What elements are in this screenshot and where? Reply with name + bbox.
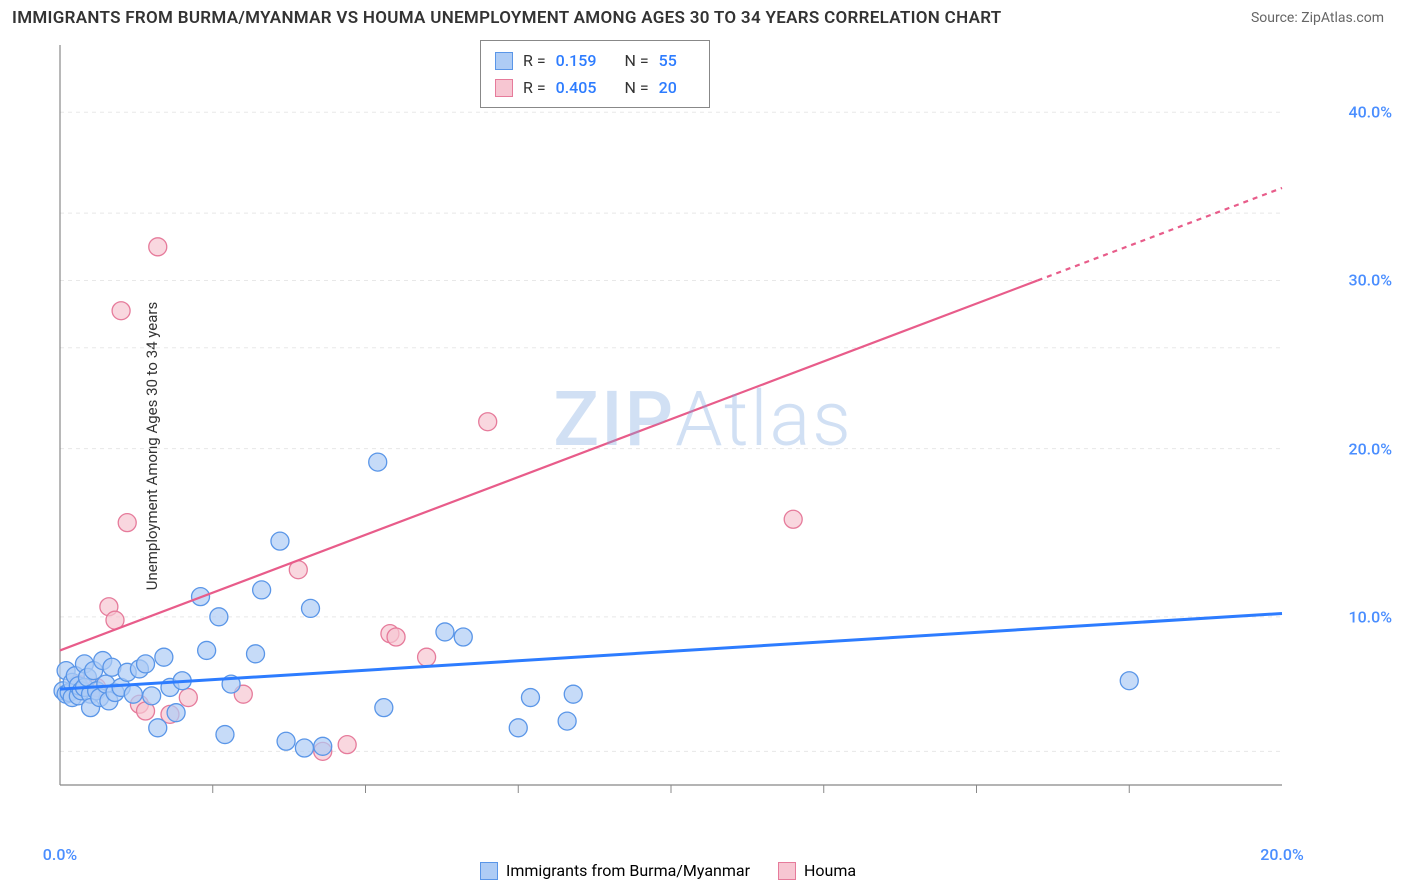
- x-tick: 0.0%: [43, 845, 77, 864]
- plot-area: [50, 35, 1340, 835]
- swatch-blue-icon: [480, 862, 498, 880]
- x-tick: 20.0%: [1260, 845, 1304, 864]
- stats-row-blue: R = 0.159 N = 55: [495, 47, 695, 74]
- chart-svg: [50, 35, 1340, 835]
- chart-title: IMMIGRANTS FROM BURMA/MYANMAR VS HOUMA U…: [12, 8, 1002, 28]
- y-tick: 30.0%: [1348, 271, 1392, 290]
- stats-row-pink: R = 0.405 N = 20: [495, 74, 695, 101]
- y-tick: 20.0%: [1348, 439, 1392, 458]
- legend-label-blue: Immigrants from Burma/Myanmar: [506, 861, 750, 880]
- swatch-pink-icon: [778, 862, 796, 880]
- stats-legend: R = 0.159 N = 55 R = 0.405 N = 20: [480, 40, 710, 108]
- y-tick: 40.0%: [1348, 103, 1392, 122]
- swatch-blue: [495, 52, 513, 70]
- legend-label-pink: Houma: [804, 861, 856, 880]
- legend-item-blue: Immigrants from Burma/Myanmar: [480, 861, 750, 880]
- bottom-legend: Immigrants from Burma/Myanmar Houma: [480, 861, 856, 880]
- swatch-pink: [495, 79, 513, 97]
- source-label: Source: ZipAtlas.com: [1251, 10, 1384, 26]
- y-tick: 10.0%: [1348, 607, 1392, 626]
- legend-item-pink: Houma: [778, 861, 856, 880]
